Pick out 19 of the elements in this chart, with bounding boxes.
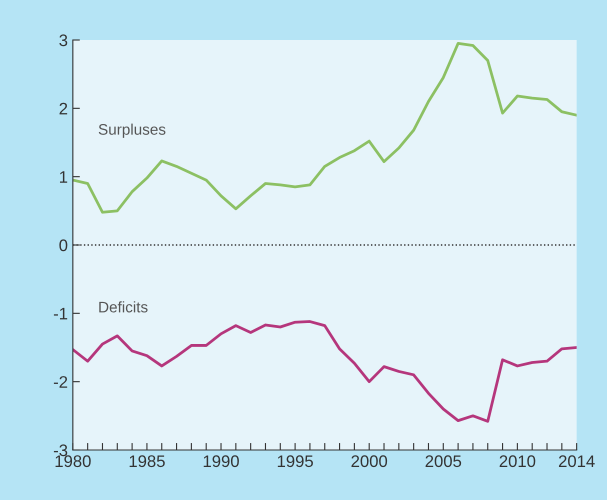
x-tick-label: 2000	[352, 455, 388, 468]
y-tick-label: 1	[60, 171, 68, 183]
x-tick-label: 1990	[204, 455, 239, 468]
y-tick-label: -3	[54, 444, 68, 456]
series-label: Deficits	[99, 301, 148, 312]
y-tick-label: -2	[54, 376, 68, 388]
y-tick-label: 3	[59, 34, 68, 46]
x-tick-label: 2010	[500, 455, 536, 468]
y-tick-label: 0	[59, 239, 68, 252]
x-tick-label: 1995	[278, 455, 313, 468]
x-tick-label: 2014	[558, 455, 595, 468]
line-series	[72, 42, 577, 214]
x-tick-label: 1985	[130, 455, 165, 468]
x-tick-label: 2005	[426, 455, 462, 468]
line-series	[72, 320, 577, 423]
x-tick-label: 1980	[56, 455, 91, 468]
y-tick-label: -1	[54, 308, 68, 320]
y-tick-label: 2	[60, 102, 68, 114]
series-label: Surpluses	[98, 124, 166, 138]
